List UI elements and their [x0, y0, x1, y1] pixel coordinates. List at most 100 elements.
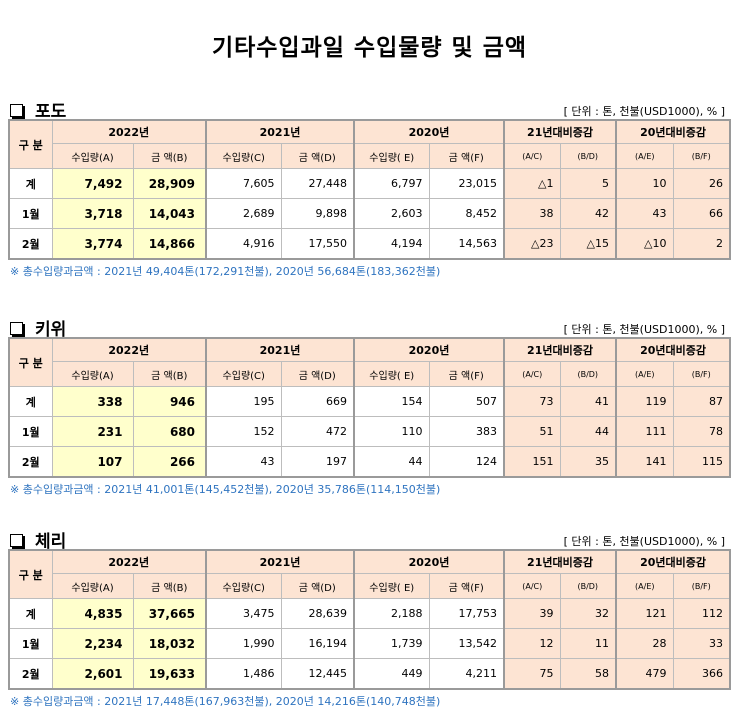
sub-header: 금 액(D): [280, 573, 355, 599]
value-cell: △23: [503, 228, 561, 260]
value-cell: 2,689: [205, 198, 282, 229]
value-cell: 479: [615, 658, 674, 690]
sub-header: (B/F): [672, 361, 731, 387]
value-cell: 507: [428, 386, 505, 417]
value-cell: 4,916: [205, 228, 282, 260]
value-cell: 33: [672, 628, 731, 659]
value-cell: 35: [559, 446, 618, 478]
value-cell: 78: [672, 416, 731, 447]
table-body: 계 7,492 28,909 7,605 27,448 6,797 23,015 △1 5 10 2…: [8, 168, 731, 260]
sub-header: (A/C): [503, 143, 561, 169]
value-cell: 28: [615, 628, 674, 659]
value-cell: 12: [503, 628, 561, 659]
value-cell: 2,603: [353, 198, 430, 229]
sub-header: (A/C): [503, 573, 561, 599]
sub-header: 금 액(D): [280, 361, 355, 387]
sub-header: 금 액(D): [280, 143, 355, 169]
value-cell: 669: [280, 386, 355, 417]
value-cell: 3,475: [205, 598, 282, 629]
value-cell: 87: [672, 386, 731, 417]
import-table: 구 분 2022년 2021년 2020년 21년대비증감 20년대비증감 수입…: [8, 119, 732, 260]
value-cell: 2: [672, 228, 731, 260]
value-cell: 111: [615, 416, 674, 447]
value-cell: 41: [559, 386, 618, 417]
section-title: 포도: [10, 97, 66, 122]
value-cell: 3,718: [51, 198, 134, 229]
value-cell: 66: [672, 198, 731, 229]
value-cell: 42: [559, 198, 618, 229]
row-label: 2월: [8, 446, 53, 478]
import-table: 구 분 2022년 2021년 2020년 21년대비증감 20년대비증감 수입…: [8, 549, 732, 690]
table-row: 계 4,835 37,665 3,475 28,639 2,188 17,753 39 32 12…: [8, 598, 731, 629]
section-name: 키위: [35, 320, 67, 340]
sub-header: (B/F): [672, 143, 731, 169]
gubun-header: 구 분: [8, 119, 53, 169]
value-cell: 121: [615, 598, 674, 629]
year-header: 2021년: [205, 119, 355, 144]
row-label: 1월: [8, 198, 53, 229]
unit-label: [ 단위 : 톤, 천불(USD1000), % ]: [563, 105, 725, 118]
value-cell: △15: [559, 228, 618, 260]
year-header: 2020년: [353, 549, 505, 574]
sub-header: (B/D): [559, 573, 618, 599]
row-label: 2월: [8, 228, 53, 260]
row-label: 계: [8, 168, 53, 199]
value-cell: 19,633: [132, 658, 207, 690]
sub-header: (A/E): [615, 361, 674, 387]
section-name: 포도: [35, 102, 67, 122]
table-row: 2월 107 266 43 197 44 124 151 35 141 115: [8, 446, 731, 478]
value-cell: 472: [280, 416, 355, 447]
value-cell: 1,486: [205, 658, 282, 690]
year-header: 2022년: [51, 549, 207, 574]
value-cell: 14,043: [132, 198, 207, 229]
value-cell: 112: [672, 598, 731, 629]
sub-header: 수입량( E): [353, 573, 430, 599]
year-header: 2022년: [51, 337, 207, 362]
value-cell: 154: [353, 386, 430, 417]
sub-header: 금 액(F): [428, 573, 505, 599]
value-cell: 14,563: [428, 228, 505, 260]
value-cell: 17,753: [428, 598, 505, 629]
sub-header: 수입량( E): [353, 361, 430, 387]
value-cell: 107: [51, 446, 134, 478]
checkbox-square-icon: [10, 104, 23, 117]
section-name: 체리: [35, 532, 67, 552]
gubun-header: 구 분: [8, 337, 53, 387]
section-header: 체리 [ 단위 : 톤, 천불(USD1000), % ]: [8, 527, 729, 552]
value-cell: 7,605: [205, 168, 282, 199]
sub-header: 수입량(C): [205, 361, 282, 387]
row-label: 계: [8, 598, 53, 629]
checkbox-square-icon: [10, 322, 23, 335]
value-cell: 449: [353, 658, 430, 690]
section-title: 체리: [10, 527, 66, 552]
sub-header: 금 액(F): [428, 361, 505, 387]
value-cell: 44: [559, 416, 618, 447]
value-cell: 28,639: [280, 598, 355, 629]
import-table: 구 분 2022년 2021년 2020년 21년대비증감 20년대비증감 수입…: [8, 337, 732, 478]
header-row-sub: 수입량(A) 금 액(B) 수입량(C) 금 액(D) 수입량( E) 금 액(…: [9, 361, 731, 387]
sub-header: (B/D): [559, 143, 618, 169]
section-header: 키위 [ 단위 : 톤, 천불(USD1000), % ]: [8, 315, 729, 340]
change-header: 20년대비증감: [615, 549, 731, 574]
section-title: 키위: [10, 315, 66, 340]
value-cell: 9,898: [280, 198, 355, 229]
value-cell: 10: [615, 168, 674, 199]
value-cell: 8,452: [428, 198, 505, 229]
value-cell: 2,601: [51, 658, 134, 690]
value-cell: 2,234: [51, 628, 134, 659]
sub-header: 수입량(A): [51, 143, 134, 169]
value-cell: 338: [51, 386, 134, 417]
table-row: 1월 3,718 14,043 2,689 9,898 2,603 8,452 38 42 43 6…: [8, 198, 731, 229]
change-header: 20년대비증감: [615, 119, 731, 144]
value-cell: 141: [615, 446, 674, 478]
value-cell: △10: [615, 228, 674, 260]
page-title: 기타수입과일 수입물량 및 금액: [211, 35, 528, 61]
value-cell: 58: [559, 658, 618, 690]
value-cell: 43: [615, 198, 674, 229]
value-cell: 946: [132, 386, 207, 417]
value-cell: 3,774: [51, 228, 134, 260]
value-cell: 38: [503, 198, 561, 229]
gubun-header: 구 분: [8, 549, 53, 599]
value-cell: 151: [503, 446, 561, 478]
sub-header: 수입량(A): [51, 361, 134, 387]
